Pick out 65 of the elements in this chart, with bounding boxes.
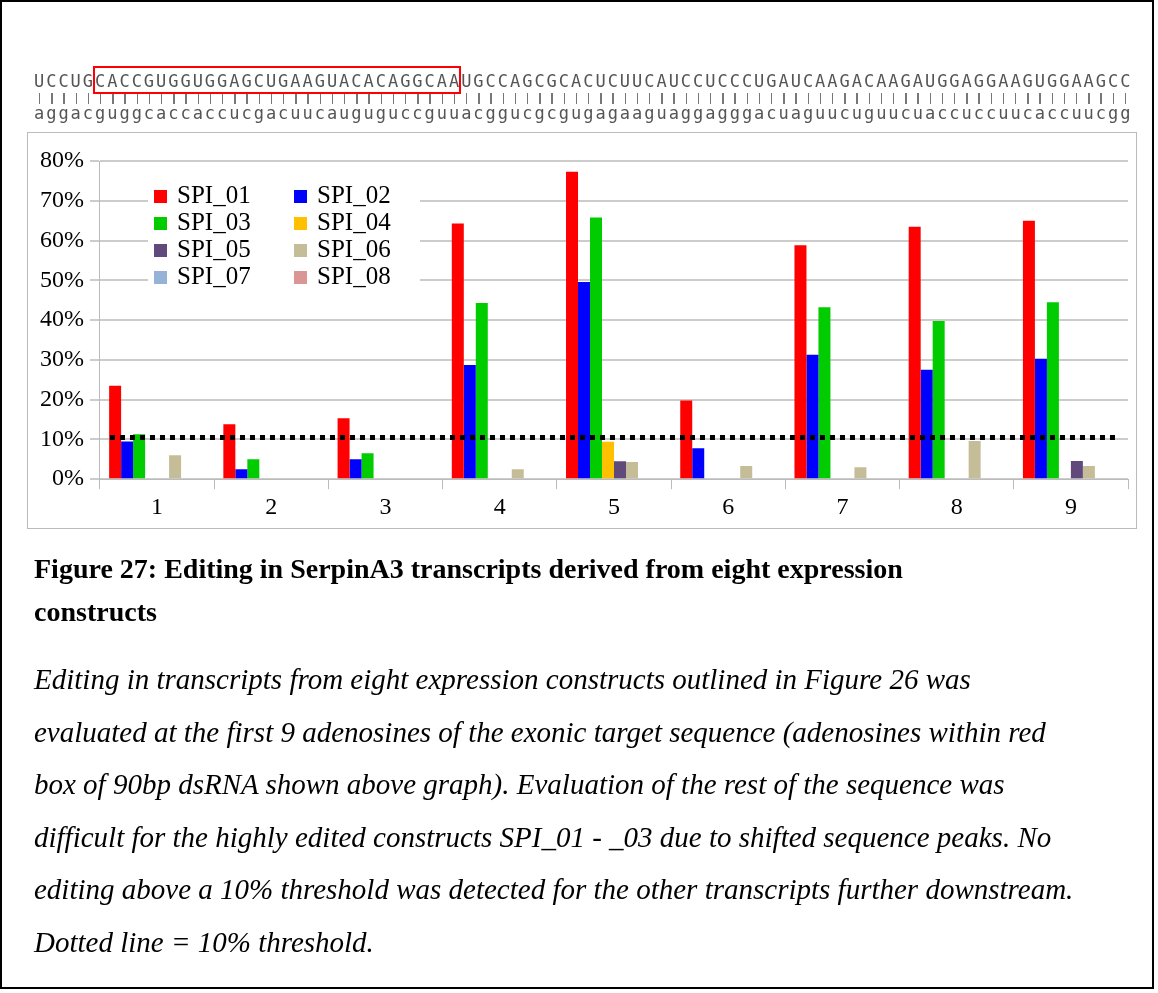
bar [475,303,488,479]
x-tick-label: 5 [608,492,620,519]
bar [223,424,236,479]
x-tick-label: 4 [493,492,506,519]
x-tick-label: 6 [722,492,735,519]
legend-label: SPI_04 [316,208,392,235]
y-tick-label: 60% [39,225,84,252]
bar [121,441,134,479]
bar [511,469,524,479]
legend-label: SPI_02 [316,181,392,208]
bar [740,466,753,479]
bar [247,459,260,479]
bar [349,459,362,479]
legend-label: SPI_08 [316,262,392,289]
bar [451,223,464,479]
bar [590,217,602,479]
text: Editing in transcripts from eight expression constructs outlined in Figure 26 was evaluated at the first 9 adenosines of the exonic target sequence (adenosines within red box of 90bp dsRNA shown above graph). Evaluation of the rest of the sequence was difficult for the highly edited constructs SPI_01 - _03 due to shifted sequence peaks. No editing above a 10% threshold was detected for the other transcripts further downstream. Dotted line = 10% threshold. [34,662,1075,960]
bar [692,448,705,479]
text: aggacguggcaccaccucgacuucauguguccguuacggucgcgugagaaguaggagggacuaguucuguucuaccuccuucaccuucgg [34,103,1134,123]
bar [794,245,807,479]
legend-label: SPI_07 [176,262,252,289]
x-tick-label: 2 [265,492,278,519]
bar [920,369,933,479]
y-tick-label: 0% [51,464,84,491]
legend-label: SPI_05 [176,235,252,262]
bar [109,385,122,479]
bar [361,453,374,479]
bar [602,441,614,479]
bar [566,171,579,479]
legend-label: SPI_06 [316,235,392,262]
bar [854,467,867,479]
x-tick-label: 1 [151,492,164,519]
bar [806,354,819,479]
bar [932,320,945,479]
bar [133,434,146,479]
y-tick-label: 10% [39,424,84,451]
x-tick-label: 9 [1064,492,1077,519]
x-tick-label: 7 [836,492,849,519]
bar [463,365,476,479]
bar [625,462,638,479]
legend-label: SPI_03 [176,208,252,235]
y-tick-label: 30% [39,345,84,372]
bar [1034,358,1047,479]
bar [1046,302,1059,479]
y-tick-label: 40% [39,305,84,332]
y-tick-label: 70% [39,186,84,213]
x-tick-label: 3 [379,492,392,519]
bar [680,400,693,479]
bar [169,455,182,479]
bar [235,469,248,479]
bar [614,461,626,479]
y-tick-label: 50% [39,265,84,292]
legend-label: SPI_01 [176,181,252,208]
bar [1070,460,1083,479]
bar [968,441,981,479]
bar [908,226,921,479]
text: Figure 27: Editing in SerpinA3 transcripts derived from eight expression constructs [34,552,904,629]
bar [337,418,350,479]
bar [1022,220,1035,479]
bar [578,281,591,479]
bar [818,307,831,479]
x-tick-label: 8 [950,492,963,519]
y-tick-label: 20% [39,384,84,411]
y-tick-label: 80% [39,146,84,173]
bar [1082,466,1095,479]
